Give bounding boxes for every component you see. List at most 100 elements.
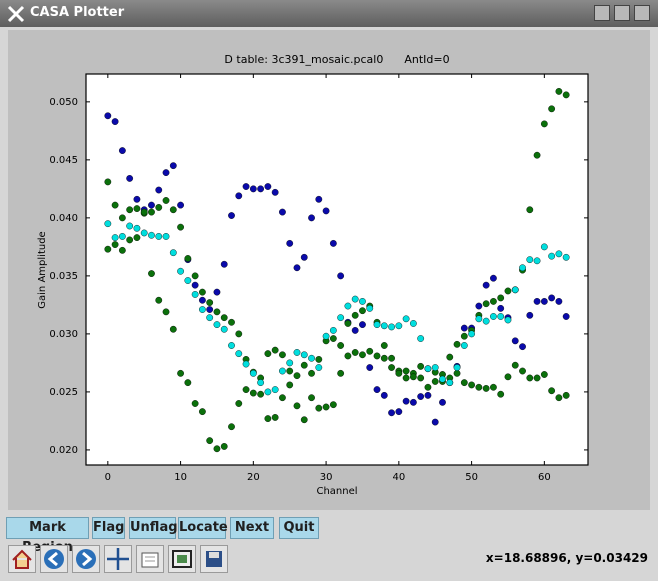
data-point [249,389,257,397]
data-point [351,311,359,319]
data-point [155,296,163,304]
x-tick-label: 60 [538,472,551,483]
data-point [213,288,221,296]
data-point [526,374,534,382]
data-point [155,186,163,194]
data-point [228,212,235,219]
pan-tool[interactable] [104,545,132,573]
data-point [562,253,570,261]
data-point [468,381,475,389]
data-point [409,373,417,381]
data-point [417,362,425,370]
data-point [249,369,257,377]
button[interactable]: Flag [92,517,125,539]
data-point [177,223,184,231]
data-point [409,398,417,406]
data-point [460,324,468,332]
data-point [366,304,374,312]
button[interactable]: Unflag [129,517,178,539]
forward-tool[interactable] [72,545,100,573]
data-point [424,391,432,399]
data-point [228,423,235,431]
back-tool[interactable] [40,545,68,573]
data-point [111,118,119,125]
data-point [235,192,243,200]
data-point [242,386,250,393]
data-point [555,298,563,305]
data-point [191,400,199,407]
button[interactable]: Mark Region [6,517,89,555]
data-point [380,391,388,399]
data-point [148,270,155,277]
data-point [118,246,126,254]
data-point [308,369,315,377]
data-point [315,364,323,371]
data-point [337,272,345,280]
button[interactable]: Next [230,517,274,539]
button[interactable]: Quit [279,517,319,539]
data-point [388,323,395,331]
data-point [199,288,206,296]
data-point [308,394,315,402]
data-point [351,349,359,356]
data-point [402,315,410,323]
data-point [111,234,119,241]
data-point [148,208,155,216]
data-point [540,120,548,128]
data-point [548,105,556,113]
data-point [126,236,134,244]
button[interactable]: Locate [178,517,228,539]
data-point [526,256,534,264]
data-point [133,205,141,212]
data-point [439,375,446,383]
data-point [104,220,112,228]
data-point [206,437,214,445]
data-point [417,335,425,342]
data-point [409,320,417,327]
data-point [519,343,526,351]
data-point [453,364,461,371]
x-tick-label: 0 [105,472,111,483]
minimize-button[interactable] [594,5,610,21]
data-point [351,327,359,334]
data-point [366,364,374,371]
data-point [526,311,534,319]
data-point [111,241,119,248]
plot-area [86,74,588,465]
chart-title: D table: 3c391_mosaic.pcal0 AntId=0 [224,53,449,66]
data-point [220,314,228,322]
data-point [497,304,505,312]
subplots-tool[interactable] [168,545,196,573]
data-point [169,249,177,257]
data-point [293,349,301,356]
data-point [533,298,541,305]
maximize-button[interactable] [614,5,630,21]
data-point [395,408,403,416]
data-point [184,255,192,262]
data-point [279,367,286,375]
data-point [162,308,170,316]
data-point [431,378,439,385]
data-point [555,88,563,95]
data-point [344,352,352,360]
home-tool[interactable] [8,545,36,573]
title-bar: CASA Plotter [0,0,658,27]
save-tool[interactable] [200,545,228,573]
data-point [533,374,541,382]
data-point [111,201,119,209]
data-point [490,274,497,282]
zoom-tool[interactable] [136,545,164,573]
data-point [308,214,315,222]
x-tick-label: 10 [174,472,187,483]
data-point [271,414,279,421]
data-point [388,354,395,362]
close-button[interactable] [634,5,650,21]
data-point [264,350,272,358]
x-tick-label: 20 [247,472,260,483]
data-point [279,208,286,216]
data-point [286,381,294,389]
data-point [322,207,330,215]
data-point [359,321,366,329]
data-point [322,403,330,411]
